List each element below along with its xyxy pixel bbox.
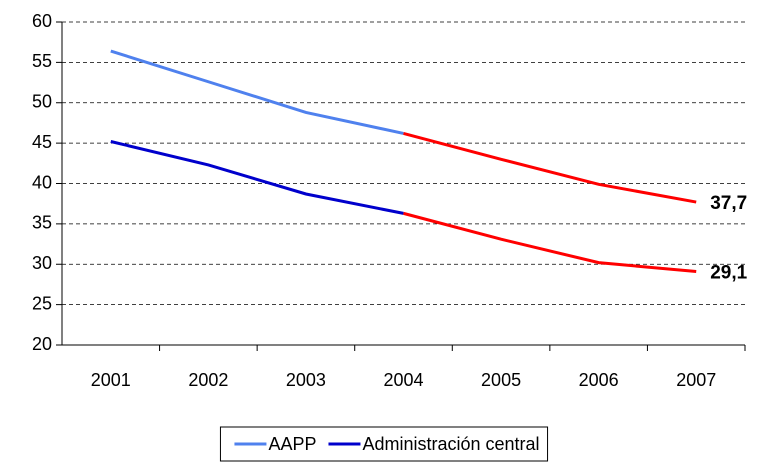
x-tick-label: 2005 — [481, 370, 521, 390]
legend-label: Administración central — [362, 434, 539, 454]
line — [403, 131, 697, 204]
y-tick-label: 25 — [32, 293, 52, 313]
x-tick-label: 2001 — [91, 370, 131, 390]
y-tick-label: 30 — [32, 253, 52, 273]
x-tick-label: 2003 — [286, 370, 326, 390]
y-tick-label: 35 — [32, 213, 52, 233]
y-tick-label: 50 — [32, 92, 52, 112]
y-tick-label: 45 — [32, 132, 52, 152]
legend-label: AAPP — [268, 434, 316, 454]
line — [110, 49, 404, 135]
y-tick-label: 55 — [32, 51, 52, 71]
x-tick-label: 2006 — [579, 370, 619, 390]
x-tick-label: 2002 — [188, 370, 228, 390]
x-tick-label: 2004 — [383, 370, 423, 390]
line — [403, 211, 697, 274]
legend: AAPP Administración central — [219, 426, 549, 462]
x-tick-label: 2007 — [676, 370, 716, 390]
data-label: 37,7 — [710, 193, 747, 214]
legend-box — [219, 426, 549, 462]
y-tick-label: 40 — [32, 172, 52, 192]
y-tick-label: 20 — [32, 334, 52, 354]
y-tick-label: 60 — [32, 11, 52, 31]
line — [110, 140, 404, 215]
data-label: 29,1 — [710, 263, 747, 284]
